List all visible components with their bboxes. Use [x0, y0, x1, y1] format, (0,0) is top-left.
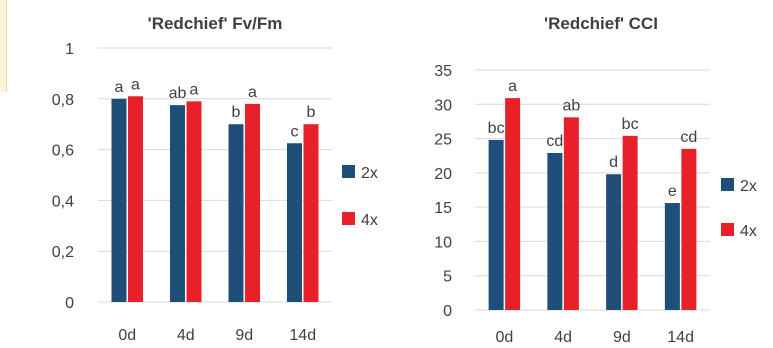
y-tick-label: 10: [434, 234, 452, 251]
legend-label: 2x: [361, 165, 378, 182]
y-tick-label: 0,8: [52, 92, 74, 109]
bar-2x-0d: [488, 139, 504, 310]
bar-data-label: e: [668, 183, 677, 200]
y-tick-label: 0,6: [52, 143, 74, 160]
bar-4x-4d: [563, 117, 579, 310]
bar-data-label: ab: [562, 97, 580, 114]
bar-2x-4d: [547, 152, 563, 310]
bar-4x-14d: [681, 148, 697, 310]
x-tick-label: 4d: [177, 327, 195, 344]
legend-swatch-2x: [342, 165, 355, 178]
bar-4x-4d: [186, 101, 202, 302]
y-tick-label: 0,4: [52, 193, 74, 210]
x-tick-label: 9d: [235, 327, 253, 344]
legend-swatch-4x: [721, 223, 734, 236]
legend-swatch-2x: [721, 178, 734, 191]
y-tick-label: 0,2: [52, 244, 74, 261]
bar-data-label: a: [115, 79, 124, 96]
chart-2: 'Redchief' CCI 0 5 10 15 20 25 30 35 bc a 0d cd ab 4d d…: [434, 14, 757, 346]
bar-2x-14d: [287, 143, 302, 302]
bar-data-label: bc: [488, 120, 505, 137]
bar-4x-14d: [303, 124, 319, 302]
y-tick-label: 5: [443, 269, 452, 286]
bar-2x-9d: [606, 174, 622, 310]
y-tick-label: 0: [65, 295, 74, 312]
y-tick-label: 35: [434, 63, 452, 80]
bar-data-label: bc: [622, 116, 639, 133]
bar-data-label: c: [291, 123, 299, 140]
bar-data-label: a: [190, 81, 199, 98]
y-tick-label: 20: [434, 166, 452, 183]
y-tick-label: 1: [65, 41, 74, 58]
y-tick-label: 25: [434, 132, 452, 149]
y-tick-label: 0: [443, 303, 452, 320]
bar-data-label: ab: [169, 85, 187, 102]
bar-data-label: cd: [680, 129, 697, 146]
x-tick-label: 0d: [495, 329, 513, 346]
legend-label: 4x: [740, 223, 757, 240]
bar-4x-9d: [245, 103, 260, 302]
y-tick-label: 15: [434, 200, 452, 217]
legend-label: 2x: [740, 178, 757, 195]
edge-accent: [0, 0, 7, 92]
legend-label: 4x: [361, 212, 378, 229]
bar-2x-0d: [111, 98, 127, 302]
bar-2x-4d: [170, 105, 185, 303]
chart-title: 'Redchief' Fv/Fm: [148, 14, 283, 33]
x-tick-label: 14d: [289, 327, 316, 344]
bar-data-label: a: [131, 76, 140, 93]
bar-2x-14d: [664, 203, 680, 310]
bar-data-label: d: [609, 154, 618, 171]
y-tick-label: 30: [434, 97, 452, 114]
bar-data-label: cd: [546, 133, 563, 150]
chart-title: 'Redchief' CCI: [544, 14, 658, 33]
x-tick-label: 14d: [667, 329, 694, 346]
bar-data-label: a: [248, 84, 257, 101]
x-tick-label: 4d: [554, 329, 572, 346]
bar-4x-0d: [505, 98, 521, 310]
x-tick-label: 0d: [118, 327, 136, 344]
bar-data-label: b: [307, 104, 316, 121]
bar-4x-0d: [128, 96, 143, 302]
x-tick-label: 9d: [613, 329, 631, 346]
legend-swatch-4x: [342, 212, 355, 225]
bar-data-label: b: [232, 104, 241, 121]
bar-4x-9d: [622, 135, 638, 310]
bar-data-label: a: [508, 78, 517, 95]
bar-2x-9d: [228, 124, 244, 302]
